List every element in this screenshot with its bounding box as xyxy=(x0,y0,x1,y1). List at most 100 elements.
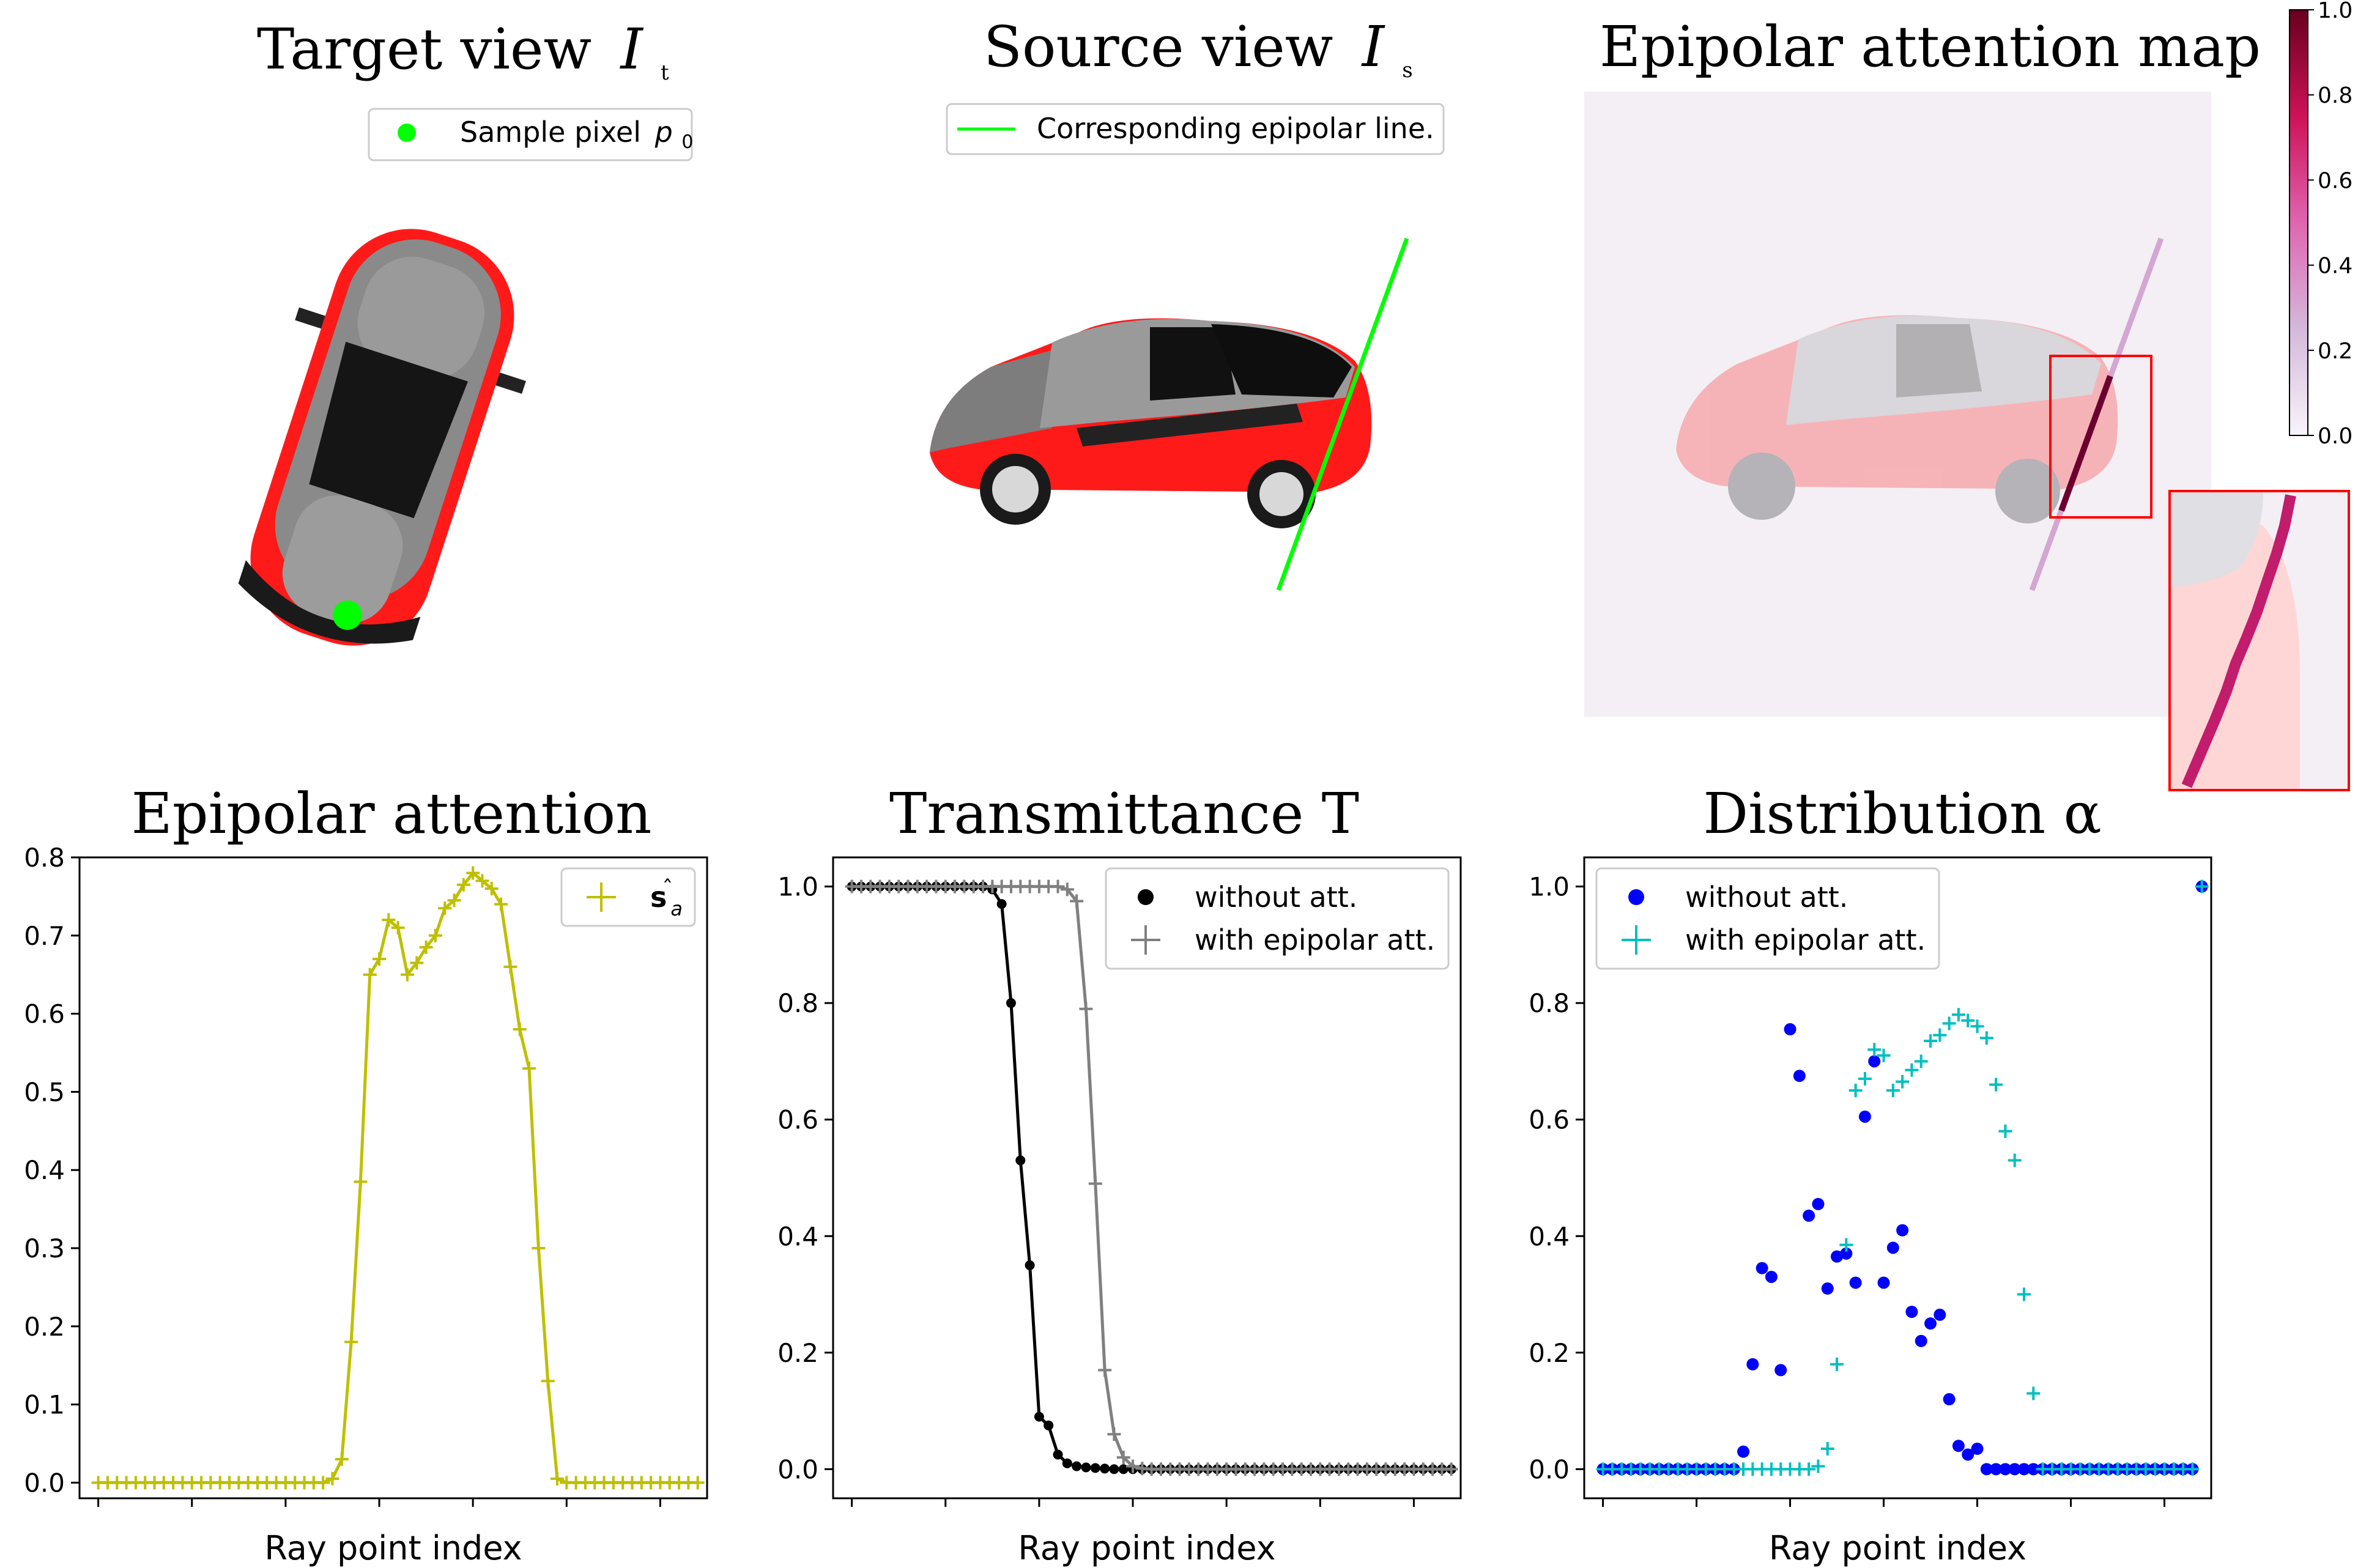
data-point xyxy=(1072,1461,1082,1471)
data-point xyxy=(1746,1358,1759,1370)
legend-label: sˆ a xyxy=(650,876,683,920)
data-point xyxy=(1896,1074,1910,1089)
data-point xyxy=(1015,1155,1026,1166)
colorbar-tick-label: 0.2 xyxy=(2318,339,2352,364)
data-point xyxy=(1090,1463,1100,1473)
series-with-epipolar-att- xyxy=(1596,879,2209,1476)
legend: without att. with epipolar att. xyxy=(1105,867,1450,970)
data-point xyxy=(1924,1317,1937,1330)
y-tick-label: 0.8 xyxy=(777,988,818,1018)
data-point xyxy=(410,956,424,970)
data-point xyxy=(1868,1055,1881,1068)
legend-dot-icon xyxy=(1138,889,1154,905)
data-point xyxy=(1444,1462,1458,1476)
source-view-title-subscript: s xyxy=(1402,58,1412,83)
y-tick-label: 0.5 xyxy=(24,1077,65,1107)
data-point xyxy=(1025,1260,1035,1270)
x-axis-label: Ray point index xyxy=(264,1529,522,1567)
axes-frame xyxy=(78,856,708,1500)
data-point xyxy=(466,866,480,880)
data-point xyxy=(1812,1197,1825,1210)
data-point xyxy=(2186,1462,2200,1476)
legend-label: with epipolar att. xyxy=(1685,923,1926,956)
data-point xyxy=(1858,1072,1872,1086)
data-point xyxy=(1118,1464,1129,1474)
legend-label-accent: ˆ xyxy=(662,876,673,901)
data-point xyxy=(1793,1070,1806,1082)
legend-plus-icon xyxy=(1622,925,1651,955)
data-point xyxy=(1952,1440,1965,1452)
data-point xyxy=(1088,1177,1102,1191)
data-point xyxy=(1886,1084,1900,1098)
legend-label: without att. xyxy=(1685,881,1848,914)
y-tick-label: 0.0 xyxy=(24,1468,65,1498)
chart-epipolar-attention: Epipolar attention 0.0 0.1 0.2 0.3 0.4 0.5 0.6 0… xyxy=(24,781,708,1567)
data-point xyxy=(1980,1463,1993,1476)
data-point xyxy=(522,1062,536,1076)
colorbar-tick-label: 0.4 xyxy=(2318,254,2352,279)
target-view-title-symbol: I xyxy=(619,17,643,82)
data-point xyxy=(1943,1393,1956,1406)
svg-text:Sample pixel p: Sample pixel p 0 xyxy=(460,116,694,153)
chart-title-transmittance: Transmittance T xyxy=(889,781,1359,846)
y-tick-label: 0.6 xyxy=(24,999,65,1029)
y-tick-label: 0.0 xyxy=(777,1454,818,1484)
data-point xyxy=(2027,1463,2040,1476)
zoom-inset xyxy=(2168,490,2350,791)
source-view-title: Source view I s xyxy=(984,14,1413,83)
y-tick-label: 0.8 xyxy=(1529,988,1570,1018)
data-point xyxy=(1044,1420,1054,1430)
legend-dot-icon xyxy=(1628,889,1644,905)
data-point xyxy=(1877,1048,1891,1062)
data-point xyxy=(1924,1034,1938,1048)
data-point xyxy=(1126,1459,1140,1473)
zoom-epipolar-line xyxy=(2181,494,2296,788)
data-point xyxy=(1756,1262,1768,1274)
data-point xyxy=(1970,1019,1984,1034)
colorbar-tick-label: 1.0 xyxy=(2318,0,2352,23)
data-point xyxy=(494,897,508,911)
y-tick-label: 0.2 xyxy=(24,1312,65,1342)
y-tick-label: 0.7 xyxy=(24,921,65,951)
data-point xyxy=(335,1452,349,1466)
data-point xyxy=(1849,1276,1862,1289)
data-point xyxy=(1737,1445,1750,1458)
attention-epipolar-line-strong xyxy=(2058,375,2113,512)
data-point xyxy=(354,1175,368,1189)
series-line xyxy=(98,871,698,1484)
data-point xyxy=(1070,894,1084,908)
y-tick-label: 1.0 xyxy=(1529,872,1570,902)
colorbar-gradient xyxy=(2289,9,2308,436)
legend-label-sub: a xyxy=(670,897,683,920)
data-point xyxy=(1914,1054,1928,1068)
y-tick-label: 0.2 xyxy=(1529,1338,1570,1368)
colorbar-tick-label: 0.6 xyxy=(2318,168,2352,193)
data-point xyxy=(419,940,433,954)
y-tick-label: 0.4 xyxy=(777,1221,818,1251)
data-point xyxy=(1820,1442,1834,1456)
data-point xyxy=(1053,1449,1063,1460)
y-tick-label: 0.6 xyxy=(1529,1105,1570,1135)
data-point xyxy=(363,967,377,982)
colorbar-tick-label: 0.8 xyxy=(2318,83,2352,108)
data-point xyxy=(1998,1124,2012,1138)
data-point xyxy=(2017,1287,2031,1301)
data-point xyxy=(325,1472,339,1486)
y-tick-label: 1.0 xyxy=(777,872,818,902)
data-point xyxy=(1765,1270,1778,1283)
data-point xyxy=(1896,1224,1909,1237)
chart-distribution: Distribution α 0.0 0.2 0.4 0.6 0.8 1.0 Ray poin… xyxy=(1529,781,2212,1567)
data-point xyxy=(1951,1008,1965,1022)
data-point xyxy=(2026,1386,2041,1400)
data-point xyxy=(1830,1357,1844,1371)
data-point xyxy=(1803,1209,1815,1222)
data-point xyxy=(2008,1153,2022,1167)
data-point xyxy=(996,899,1007,909)
data-point xyxy=(2008,1463,2021,1476)
data-point xyxy=(550,1472,564,1486)
source-view-title-symbol: I xyxy=(1361,14,1385,80)
series-without-att- xyxy=(1596,880,2208,1476)
attention-map-title: Epipolar attention map xyxy=(1600,14,2261,80)
data-point xyxy=(1979,1031,1993,1045)
